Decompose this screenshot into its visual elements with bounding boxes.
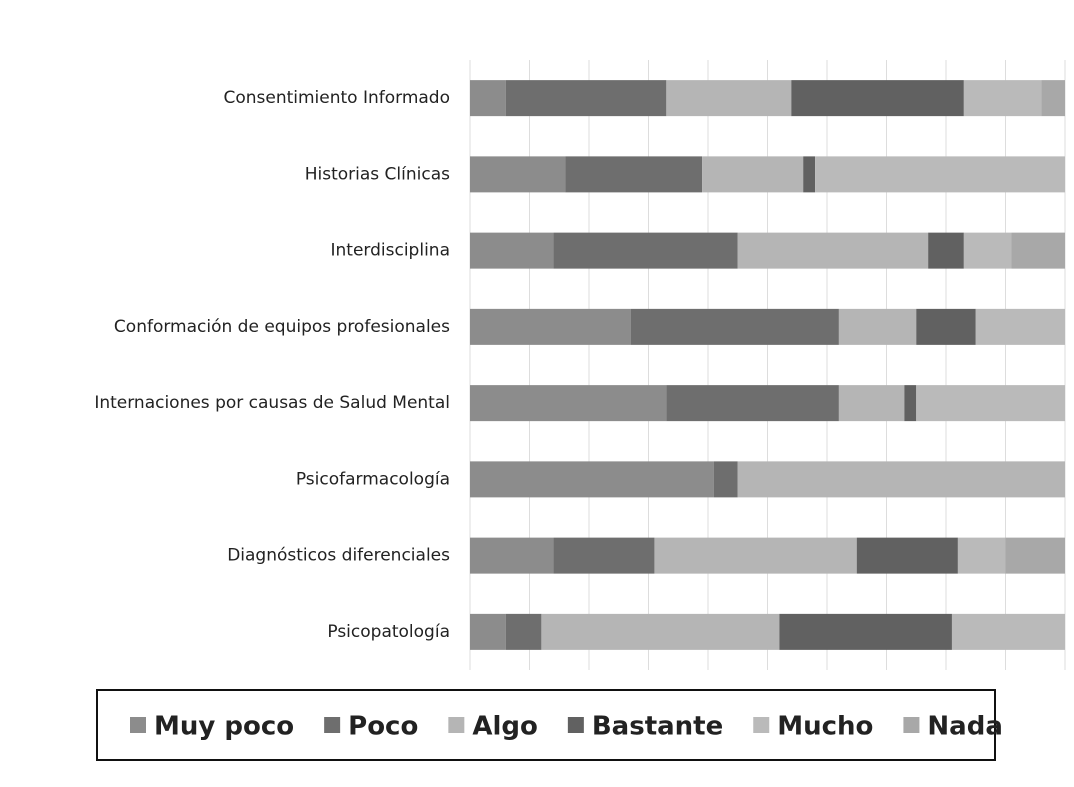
bar-segment xyxy=(975,308,1065,345)
y-tick-label: Conformación de equipos profesionales xyxy=(114,317,450,337)
bar-segment xyxy=(553,537,655,574)
legend-swatch xyxy=(903,717,920,733)
bar-segment xyxy=(666,80,792,117)
bar-segment xyxy=(791,80,964,117)
legend-label: Bastante xyxy=(592,712,723,742)
bar-segment xyxy=(470,613,506,650)
bar-segment xyxy=(470,308,631,345)
bar-segment xyxy=(916,308,976,345)
bar-segment xyxy=(1011,232,1065,269)
legend-label: Muy poco xyxy=(154,712,294,742)
bar-segment xyxy=(957,537,1006,574)
y-tick-label: Internaciones por causas de Salud Mental xyxy=(94,393,450,413)
bar-segment xyxy=(505,80,667,117)
legend-label: Poco xyxy=(348,712,418,742)
bar-segment xyxy=(916,385,1065,422)
legend-label: Mucho xyxy=(777,712,873,742)
legend-swatch xyxy=(130,717,146,733)
bar-segment xyxy=(553,232,738,269)
y-tick-label: Psicopatología xyxy=(327,622,450,642)
legend-swatch xyxy=(324,717,341,733)
bar-segment xyxy=(963,80,1042,117)
y-tick-label: Diagnósticos diferenciales xyxy=(227,546,450,566)
bar-segment xyxy=(666,385,839,422)
bar-segment xyxy=(928,232,964,269)
y-tick-label: Consentimiento Informado xyxy=(223,88,450,108)
bar-segment xyxy=(779,613,952,650)
bar-segment xyxy=(541,613,780,650)
bar-segment xyxy=(904,385,917,422)
legend-swatch xyxy=(753,717,770,733)
bar-segment xyxy=(702,156,804,193)
legend-label: Nada xyxy=(927,712,1002,742)
bar-segment xyxy=(737,232,929,269)
bar-segment xyxy=(654,537,857,574)
bar-segment xyxy=(470,232,554,269)
legend-swatch xyxy=(448,717,465,733)
bar-segment xyxy=(470,80,506,117)
bar-segment xyxy=(1041,80,1065,117)
y-tick-label: Psicofarmacología xyxy=(296,469,450,489)
bar-segment xyxy=(470,385,667,422)
bar-segment xyxy=(963,232,1012,269)
bar-segment xyxy=(803,156,816,193)
bar-segment xyxy=(470,461,714,498)
bar-segment xyxy=(856,537,958,574)
bar-segment xyxy=(565,156,703,193)
bar-segment xyxy=(951,613,1065,650)
bar-segment xyxy=(505,613,542,650)
y-tick-label: Interdisciplina xyxy=(331,241,450,261)
y-tick-label: Historias Clínicas xyxy=(305,164,450,184)
legend: Muy poco Poco Algo Bastante Mucho Nada xyxy=(96,689,1003,761)
legend-label: Algo xyxy=(472,712,538,742)
bar-segment xyxy=(470,156,566,193)
bar-segment xyxy=(470,537,554,574)
bar-segment xyxy=(737,461,1065,498)
legend-box xyxy=(96,689,996,761)
bar-segment xyxy=(838,308,917,345)
bar-segment xyxy=(1005,537,1065,574)
bar-segment xyxy=(630,308,839,345)
bar-segment xyxy=(713,461,738,498)
legend-swatch xyxy=(567,717,584,733)
bar-segment xyxy=(815,156,1065,193)
bar-segment xyxy=(838,385,905,422)
